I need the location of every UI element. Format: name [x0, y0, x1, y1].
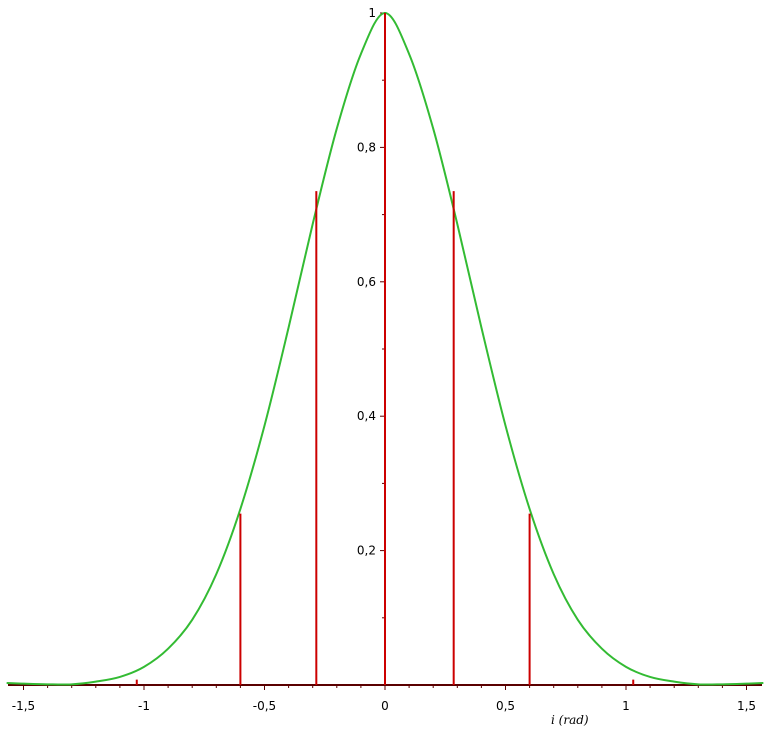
- y-tick-label: 1: [368, 6, 376, 20]
- x-tick-label: -1: [138, 699, 150, 713]
- y-tick-label: 0,4: [357, 409, 376, 423]
- series-layer: [6, 11, 764, 686]
- x-tick-label: -1,5: [12, 699, 35, 713]
- x-tick-label: 0,5: [496, 699, 515, 713]
- x-tick-label: -0,5: [253, 699, 276, 713]
- tick-labels: -1,5 -1 -0,5 0 0,5 1 1,5 0,2 0,4 0,6 0,8 1: [12, 6, 756, 713]
- x-tick-label: 1,5: [737, 699, 756, 713]
- y-tick-label: 0,8: [357, 140, 376, 154]
- x-axis-label: i (rad): [551, 713, 589, 727]
- x-tick-label: 1: [622, 699, 630, 713]
- y-tick-label: 0,2: [357, 544, 376, 558]
- y-tick-label: 0,6: [357, 275, 376, 289]
- x-tick-label: 0: [381, 699, 389, 713]
